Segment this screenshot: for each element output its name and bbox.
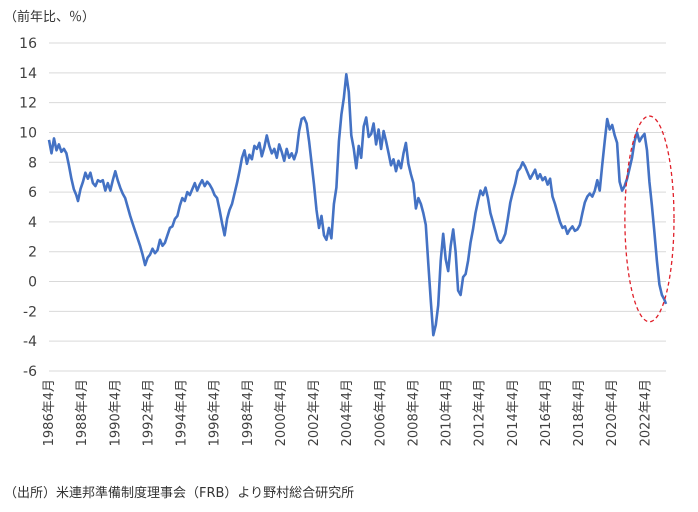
x-tick-label: 2004年4月 (340, 379, 355, 446)
x-tick-label: 2014年4月 (506, 379, 521, 446)
x-tick-label: 2006年4月 (373, 379, 388, 446)
x-tick-label: 1996年4月 (208, 379, 223, 446)
y-tick-label: -2 (23, 304, 37, 320)
highlight-layer (624, 115, 675, 323)
y-tick-label: -4 (23, 334, 37, 350)
y-tick-label: 8 (28, 155, 37, 171)
x-tick-label: 1988年4月 (75, 379, 90, 446)
x-tick-label: 2012年4月 (473, 379, 488, 446)
x-tick-label: 2016年4月 (539, 379, 554, 446)
x-tick-label: 1986年4月 (42, 379, 57, 446)
x-tick-label: 2008年4月 (406, 379, 421, 446)
x-tick-label: 1994年4月 (175, 379, 190, 446)
x-tick-label: 2020年4月 (605, 379, 620, 446)
y-tick-label: 4 (28, 215, 37, 231)
x-tick-label: 2000年4月 (274, 379, 289, 446)
source-note: （出所）米連邦準備制度理事会（FRB）より野村総合研究所 (4, 486, 355, 501)
x-tick-label: 2010年4月 (440, 379, 455, 446)
y-tick-label: 12 (19, 96, 37, 112)
x-tick-label: 2018年4月 (572, 379, 587, 446)
y-axis-unit-label: （前年比、％） (4, 10, 96, 25)
y-tick-label: 0 (28, 275, 37, 291)
x-tick-label: 1992年4月 (141, 379, 156, 446)
y-tick-label: 14 (19, 66, 37, 82)
grid-lines (49, 42, 666, 372)
x-tick-label: 2022年4月 (638, 379, 653, 446)
y-tick-label: 2 (28, 245, 37, 261)
y-tick-labels: 16 14 12 10 8 6 4 2 0 -2 -4 -6 (19, 36, 37, 380)
x-tick-label: 2002年4月 (307, 379, 322, 446)
series-line (47, 73, 668, 337)
series-layer (47, 73, 668, 337)
x-tick-label: 1998年4月 (241, 379, 256, 446)
x-tick-labels: 1986年4月 1988年4月 1990年4月 1992年4月 1994年4月 1996年… (42, 379, 653, 446)
highlight-ellipse (624, 115, 675, 323)
x-tick-label: 1990年4月 (108, 379, 123, 446)
y-tick-label: 16 (19, 36, 37, 52)
y-tick-label: 6 (28, 185, 37, 201)
y-tick-label: -6 (23, 364, 37, 380)
y-tick-label: 10 (19, 125, 37, 141)
